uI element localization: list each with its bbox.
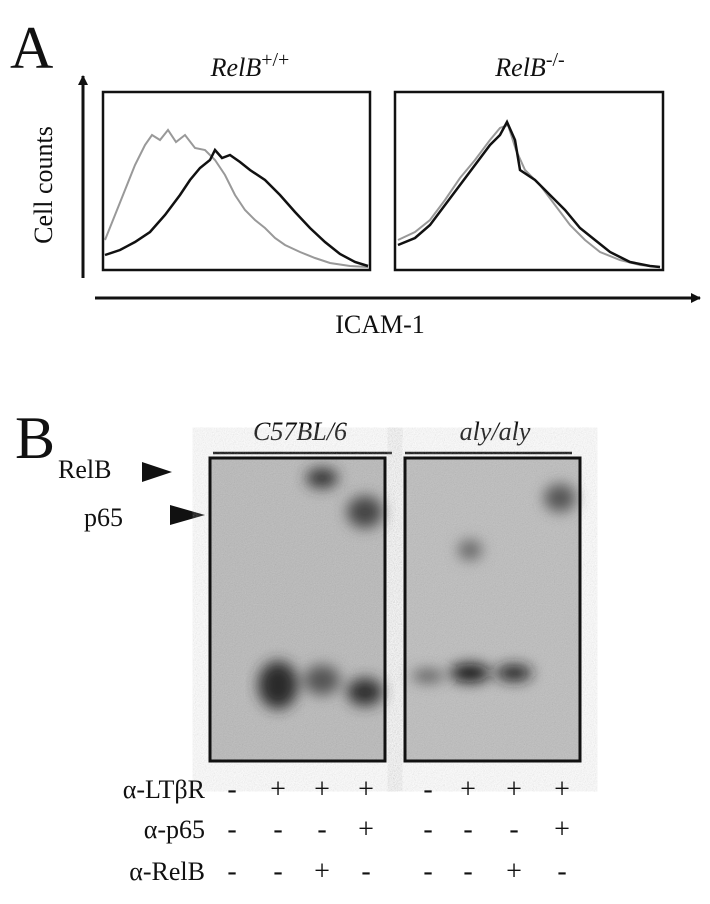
marker-arrow <box>170 505 205 525</box>
gel <box>208 456 387 763</box>
lane-sign: - <box>463 856 472 887</box>
histogram-frame <box>393 90 665 272</box>
histogram-curve <box>397 119 661 269</box>
lane-sign: - <box>557 856 566 887</box>
panel-label: B <box>15 405 55 471</box>
row-label: α-LTβR <box>123 775 206 804</box>
lane-sign: + <box>554 814 570 845</box>
row-label: α-RelB <box>129 857 205 886</box>
row-label: α-p65 <box>144 815 205 844</box>
lane-sign: + <box>314 774 330 805</box>
marker-arrow <box>142 462 172 482</box>
histogram-title: RelB-/- <box>494 49 564 82</box>
lane-sign: - <box>227 774 236 805</box>
lane-sign: - <box>227 814 236 845</box>
lane-sign: - <box>509 814 518 845</box>
lane-sign: + <box>314 856 330 887</box>
histogram-curve <box>397 123 661 268</box>
lane-sign: - <box>361 856 370 887</box>
group-label: aly/aly <box>460 417 531 446</box>
lane-sign: - <box>423 814 432 845</box>
treatment-rows: α-LTβR - + + + - + + +α-p65- - - + - - - +α-RelB - - + - - - +… <box>123 774 570 887</box>
panel-label: A <box>10 15 53 81</box>
lane-sign: + <box>358 774 374 805</box>
marker-label: RelB <box>58 455 111 484</box>
histogram-frame <box>101 90 372 272</box>
lane-sign: - <box>273 856 282 887</box>
lane-sign: + <box>506 856 522 887</box>
lane-sign: + <box>506 774 522 805</box>
y-axis-label: Cell counts <box>29 126 58 244</box>
lane-sign: - <box>273 814 282 845</box>
lane-sign: + <box>358 814 374 845</box>
lane-sign: - <box>227 856 236 887</box>
gel <box>403 456 582 763</box>
x-axis-label: ICAM-1 <box>335 310 425 339</box>
histogram-title: RelB+/+ <box>210 49 290 82</box>
lane-sign: - <box>423 774 432 805</box>
lane-sign: - <box>317 814 326 845</box>
lane-sign: - <box>463 814 472 845</box>
lane-sign: + <box>460 774 476 805</box>
histogram-curve <box>104 147 369 268</box>
group-label: C57BL/6 <box>253 417 347 446</box>
histogram-curve <box>104 128 369 268</box>
lane-sign: - <box>423 856 432 887</box>
lane-sign: + <box>270 774 286 805</box>
marker-label: p65 <box>84 503 123 532</box>
lane-sign: + <box>554 774 570 805</box>
